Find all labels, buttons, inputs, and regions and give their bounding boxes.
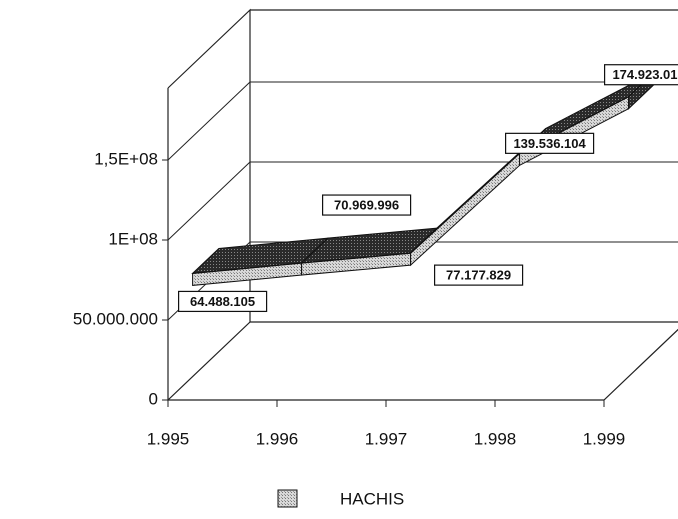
data-label-box xyxy=(603,64,678,86)
ribbon-front xyxy=(410,152,521,267)
legend-swatch xyxy=(277,489,298,508)
data-label-box xyxy=(178,290,268,313)
data-label: 64.488.105 xyxy=(190,294,255,309)
y-tick-label: 1,5E+08 xyxy=(94,149,158,168)
grid-line xyxy=(167,161,678,241)
data-label: 77.177.829 xyxy=(446,268,511,283)
legend-label: HACHIS xyxy=(340,489,404,508)
y-tick-label: 1E+08 xyxy=(108,229,158,248)
x-tick-label: 1.996 xyxy=(256,429,299,448)
y-tick-label: 0 xyxy=(149,389,158,408)
data-label-box xyxy=(322,194,412,216)
y-tick-label: 50.000.000 xyxy=(73,309,158,328)
data-label: 139.536.104 xyxy=(513,136,586,151)
x-tick-label: 1.998 xyxy=(474,429,517,448)
plot-walls xyxy=(167,8,678,402)
x-tick-label: 1.995 xyxy=(147,429,190,448)
grid-line xyxy=(167,81,678,161)
left-wall xyxy=(167,8,251,402)
data-label: 174.923.018 xyxy=(612,67,678,82)
data-label-box xyxy=(505,132,595,154)
data-label: 70.969.996 xyxy=(334,197,399,212)
x-tick-label: 1.997 xyxy=(365,429,408,448)
x-tick-label: 1.999 xyxy=(583,429,626,448)
data-label-box xyxy=(434,264,524,286)
floor xyxy=(168,328,678,401)
ribbon-front xyxy=(519,95,630,167)
